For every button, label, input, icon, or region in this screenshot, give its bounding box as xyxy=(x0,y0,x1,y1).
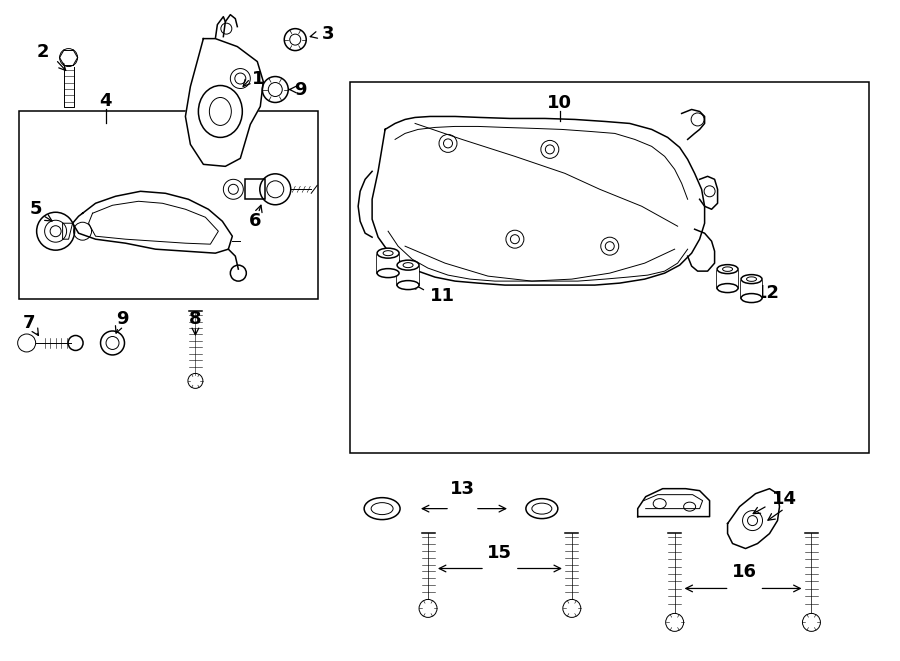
Ellipse shape xyxy=(364,498,400,520)
Text: 13: 13 xyxy=(449,480,474,498)
Ellipse shape xyxy=(397,260,419,270)
Polygon shape xyxy=(73,191,232,253)
Text: 3: 3 xyxy=(322,24,335,42)
Ellipse shape xyxy=(526,498,558,519)
Text: 1: 1 xyxy=(252,69,265,87)
Text: 10: 10 xyxy=(547,95,572,112)
Polygon shape xyxy=(727,488,779,549)
Polygon shape xyxy=(699,176,717,210)
Bar xyxy=(377,253,399,273)
Polygon shape xyxy=(358,171,372,237)
Text: 16: 16 xyxy=(732,563,757,582)
Text: 2: 2 xyxy=(36,42,49,61)
Bar xyxy=(350,81,869,453)
Text: 6: 6 xyxy=(249,212,262,230)
Text: 9: 9 xyxy=(116,310,129,328)
Text: 7: 7 xyxy=(22,314,35,332)
Polygon shape xyxy=(681,110,705,139)
Ellipse shape xyxy=(717,264,738,274)
Text: 14: 14 xyxy=(772,490,797,508)
Ellipse shape xyxy=(377,248,399,258)
Ellipse shape xyxy=(741,293,762,303)
Bar xyxy=(741,279,762,298)
Polygon shape xyxy=(185,38,264,167)
Bar xyxy=(19,112,319,299)
Ellipse shape xyxy=(717,284,738,293)
Bar xyxy=(246,179,266,199)
Text: 15: 15 xyxy=(488,543,512,562)
Bar xyxy=(717,269,738,288)
Bar xyxy=(397,265,419,285)
Ellipse shape xyxy=(377,268,399,278)
Text: 8: 8 xyxy=(189,310,202,328)
Text: 12: 12 xyxy=(755,284,780,302)
Polygon shape xyxy=(638,488,709,517)
Text: 9: 9 xyxy=(294,81,307,98)
Polygon shape xyxy=(688,229,715,271)
Text: 5: 5 xyxy=(30,200,42,218)
Polygon shape xyxy=(372,116,705,285)
Ellipse shape xyxy=(741,274,762,284)
Ellipse shape xyxy=(397,281,419,290)
Text: 4: 4 xyxy=(99,93,112,110)
Text: 11: 11 xyxy=(429,287,454,305)
